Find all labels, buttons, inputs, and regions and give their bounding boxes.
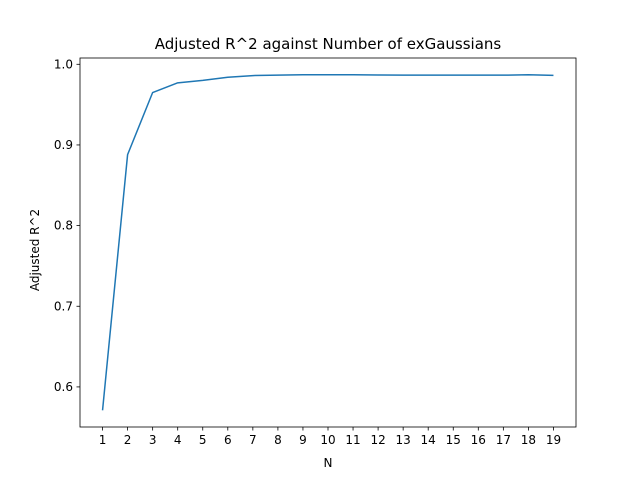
x-axis-label: N	[324, 456, 333, 470]
series-line-0	[101, 74, 554, 411]
x-tick-label: 16	[471, 433, 486, 447]
y-tick-label: 0.9	[54, 138, 73, 152]
x-tick-label: 13	[396, 433, 411, 447]
x-tick-label: 6	[224, 433, 232, 447]
x-tick-label: 5	[199, 433, 207, 447]
y-tick-label: 0.7	[54, 299, 73, 313]
chart-title: Adjusted R^2 against Number of exGaussia…	[155, 35, 502, 53]
x-tick-label: 11	[345, 433, 360, 447]
y-tick-label: 0.6	[54, 380, 73, 394]
x-tick-label: 1	[99, 433, 107, 447]
x-tick-label: 9	[299, 433, 307, 447]
plot-area: 1 2 3 4 5 6 7 8 9 10 11 12 13 14 15 16 17 18 190.60.70.80.…	[54, 57, 577, 447]
x-tick-label: 18	[521, 433, 536, 447]
x-tick-label: 4	[174, 433, 182, 447]
x-tick-label: 17	[496, 433, 511, 447]
x-tick-label: 10	[320, 433, 335, 447]
x-tick-label: 19	[546, 433, 561, 447]
x-tick-label: 15	[446, 433, 461, 447]
axes-frame	[79, 57, 577, 428]
y-tick-label: 1.0	[54, 57, 73, 71]
x-tick-label: 14	[421, 433, 436, 447]
x-tick-label: 8	[274, 433, 282, 447]
x-tick-label: 12	[370, 433, 385, 447]
y-axis-label: Adjusted R^2	[28, 209, 42, 291]
x-tick-label: 7	[249, 433, 257, 447]
x-tick-label: 3	[149, 433, 157, 447]
y-tick-label: 0.8	[54, 219, 73, 233]
x-tick-label: 2	[124, 433, 132, 447]
